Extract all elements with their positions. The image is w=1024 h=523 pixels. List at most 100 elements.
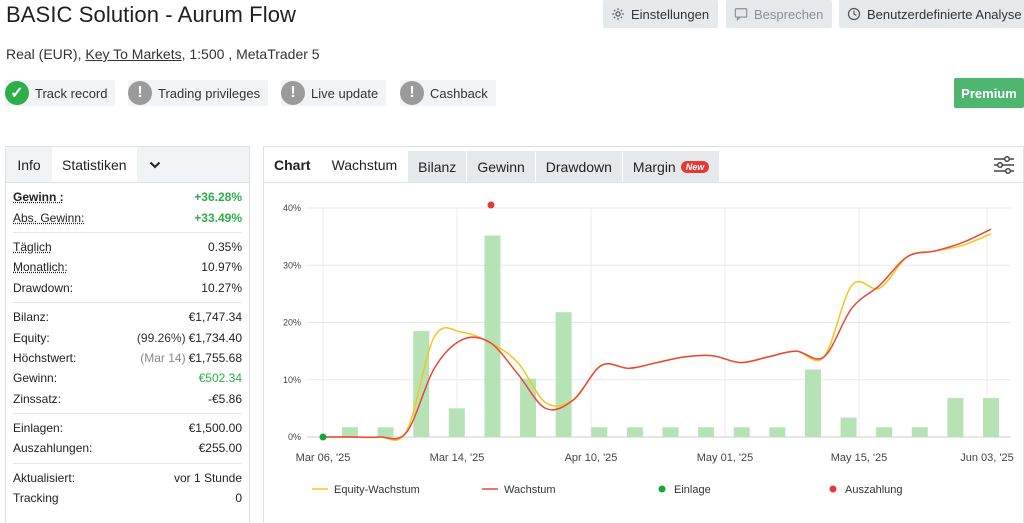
growth-bar [342, 427, 358, 437]
tab-margin-label: Margin [632, 158, 676, 175]
stats-panel: Info Statistiken Gewinn : +36.28% Abs. Ge… [5, 146, 250, 523]
stats-tabs: Info Statistiken [6, 147, 249, 183]
withdrawals-value: €255.00 [198, 441, 242, 456]
daily-value: 0.35% [207, 239, 242, 254]
row-withdrawals: Auszahlungen: €255.00 [13, 438, 242, 458]
withdrawal-marker [487, 201, 495, 209]
badge-live-update[interactable]: ! Live update [281, 80, 387, 106]
discuss-button[interactable]: Besprechen [726, 0, 833, 28]
growth-bar [840, 417, 857, 437]
tracking-label: Tracking [13, 491, 59, 506]
badge-label: Trading privileges [158, 85, 261, 101]
tab-drawdown[interactable]: Drawdown [535, 151, 622, 182]
tab-balance[interactable]: Bilanz [408, 151, 467, 182]
growth-bar [876, 427, 893, 437]
row-highest: Höchstwert: (Mar 14) €1,755.68 [13, 348, 242, 368]
y-tick-label: 20% [283, 318, 301, 328]
row-balance: Bilanz: €1,747.34 [13, 307, 242, 327]
y-tick-label: 30% [283, 260, 301, 270]
badge-trading-privileges[interactable]: ! Trading privileges [128, 80, 269, 106]
exclamation-icon: ! [400, 81, 424, 105]
growth-bar [662, 427, 679, 437]
equity-percent: (99.26%) [136, 330, 186, 345]
row-deposits: Einlagen: €1,500.00 [13, 418, 242, 438]
row-gain: Gewinn : +36.28% [13, 187, 242, 207]
balance-label: Bilanz: [13, 310, 50, 325]
growth-bar [983, 398, 999, 437]
abs-gain-value: +33.49% [194, 210, 242, 225]
x-tick-label: Apr 10, '25 [565, 452, 618, 464]
chat-icon [734, 8, 748, 21]
row-daily: Täglich 0.35% [13, 237, 242, 257]
settings-label: Einstellungen [631, 6, 710, 22]
withdrawals-label: Auszahlungen: [13, 441, 93, 456]
gain-value: +36.28% [194, 190, 242, 205]
growth-bar [947, 398, 964, 437]
tab-margin[interactable]: Margin New [622, 151, 720, 182]
growth-chart: 0% 10% 20% 30% 40% Mar 06, '25 Mar 14, '25 Apr … [283, 201, 1014, 496]
abs-gain-label[interactable]: Abs. Gewinn: [13, 210, 85, 225]
deposits-value: €1,500.00 [188, 421, 242, 436]
monthly-label[interactable]: Monatlich: [13, 260, 68, 275]
tracking-value: 0 [235, 491, 242, 506]
growth-bar [591, 427, 608, 437]
interest-label: Zinssatz: [13, 391, 62, 406]
row-equity: Equity: (99.26%) €1,734.40 [13, 327, 242, 347]
settings-button[interactable]: Einstellungen [603, 0, 719, 28]
x-tick-label: Mar 06, '25 [296, 452, 351, 464]
highest-date: (Mar 14) [140, 350, 186, 365]
profit-label: Gewinn: [13, 371, 58, 386]
drawdown-value: 10.27% [201, 280, 242, 295]
exclamation-icon: ! [281, 81, 305, 105]
updated-label: Aktualisiert: [13, 470, 76, 485]
tab-growth[interactable]: Wachstum [321, 147, 408, 182]
check-icon: ✓ [5, 81, 29, 105]
growth-bar [377, 427, 394, 437]
daily-label[interactable]: Täglich [13, 239, 52, 254]
gear-icon [612, 8, 624, 20]
y-tick-label: 40% [283, 203, 301, 213]
new-badge: New [680, 160, 710, 173]
premium-button[interactable]: Premium [954, 78, 1024, 108]
badge-track-record[interactable]: ✓ Track record [5, 80, 116, 106]
legend-withdrawal-label: Auszahlung [845, 484, 903, 496]
y-tick-label: 0% [288, 432, 301, 442]
filter-settings-icon[interactable] [993, 155, 1015, 175]
exclamation-icon: ! [128, 81, 152, 105]
badge-label: Track record [35, 85, 108, 101]
growth-bar [555, 312, 572, 437]
broker-link[interactable]: Key To Markets [85, 46, 182, 62]
clock-icon [847, 7, 861, 21]
tab-statistics[interactable]: Statistiken [52, 147, 137, 182]
tab-profit[interactable]: Gewinn [467, 151, 535, 182]
deposit-marker [319, 433, 327, 441]
growth-bar [769, 427, 786, 437]
series-line-growth [323, 228, 992, 440]
legend-withdrawal-swatch [829, 485, 837, 493]
growth-bar [698, 427, 715, 437]
highest-value: €1,755.68 [188, 350, 242, 365]
badge-label: Cashback [430, 85, 488, 101]
monthly-value: 10.97% [201, 260, 242, 275]
x-tick-label: May 01, '25 [697, 452, 754, 464]
x-tick-label: Mar 14, '25 [430, 452, 485, 464]
x-tick-label: May 15, '25 [831, 452, 888, 464]
row-updated: Aktualisiert: vor 1 Stunde [13, 468, 242, 488]
deposits-label: Einlagen: [13, 421, 64, 436]
legend-equity-growth-label: Equity-Wachstum [334, 484, 420, 496]
row-monthly: Monatlich: 10.97% [13, 257, 242, 277]
row-drawdown: Drawdown: 10.27% [13, 278, 242, 298]
legend-deposit-label: Einlage [674, 484, 711, 496]
custom-analysis-button[interactable]: Benutzerdefinierte Analyse [839, 0, 1024, 28]
row-profit: Gewinn: €502.34 [13, 368, 242, 388]
growth-bar [733, 427, 750, 437]
chevron-down-icon[interactable] [137, 147, 173, 182]
equity-label: Equity: [13, 330, 50, 345]
chart-tabs: Chart Wachstum Bilanz Gewinn Drawdown Ma… [264, 147, 1023, 183]
badge-cashback[interactable]: ! Cashback [400, 80, 496, 106]
chart-panel: Chart Wachstum Bilanz Gewinn Drawdown Ma… [263, 146, 1024, 523]
gain-label[interactable]: Gewinn : [13, 190, 64, 205]
updated-value: vor 1 Stunde [173, 470, 242, 485]
tab-info[interactable]: Info [17, 156, 41, 173]
profit-value: €502.34 [198, 371, 242, 386]
